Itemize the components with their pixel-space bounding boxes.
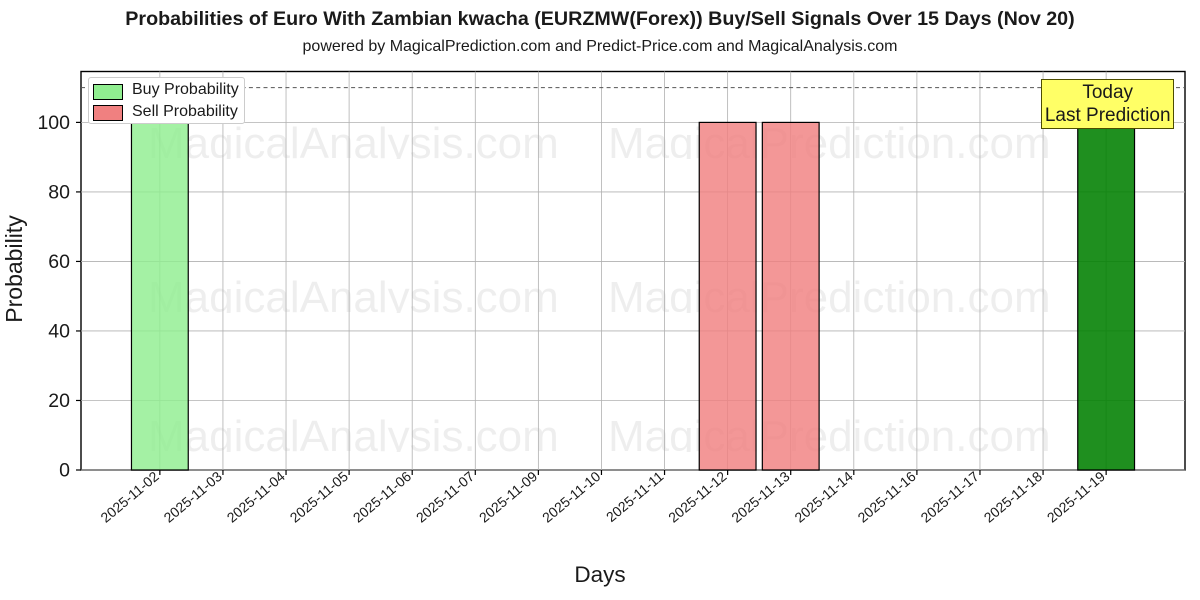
- svg-text:80: 80: [48, 181, 70, 203]
- svg-text:2025-11-11: 2025-11-11: [603, 468, 667, 525]
- svg-text:2025-11-13: 2025-11-13: [728, 468, 793, 526]
- svg-text:2025-11-10: 2025-11-10: [539, 468, 604, 526]
- svg-text:2025-11-06: 2025-11-06: [350, 468, 415, 526]
- svg-text:2025-11-09: 2025-11-09: [476, 468, 541, 526]
- svg-text:20: 20: [48, 390, 70, 412]
- svg-text:60: 60: [48, 251, 70, 273]
- svg-text:2025-11-12: 2025-11-12: [665, 468, 730, 526]
- svg-text:2025-11-18: 2025-11-18: [981, 468, 1046, 526]
- svg-text:0: 0: [59, 460, 70, 482]
- svg-text:100: 100: [37, 112, 70, 134]
- svg-text:2025-11-17: 2025-11-17: [918, 468, 983, 526]
- svg-text:40: 40: [48, 320, 70, 342]
- svg-text:2025-11-19: 2025-11-19: [1044, 468, 1109, 526]
- svg-text:2025-11-07: 2025-11-07: [413, 468, 478, 526]
- svg-text:2025-11-05: 2025-11-05: [287, 468, 352, 526]
- svg-text:2025-11-03: 2025-11-03: [161, 468, 226, 526]
- svg-text:2025-11-16: 2025-11-16: [854, 468, 919, 526]
- svg-text:2025-11-04: 2025-11-04: [224, 468, 289, 526]
- svg-text:2025-11-02: 2025-11-02: [97, 468, 162, 526]
- svg-text:2025-11-14: 2025-11-14: [791, 468, 856, 526]
- svg-text:Probability: Probability: [1, 215, 27, 323]
